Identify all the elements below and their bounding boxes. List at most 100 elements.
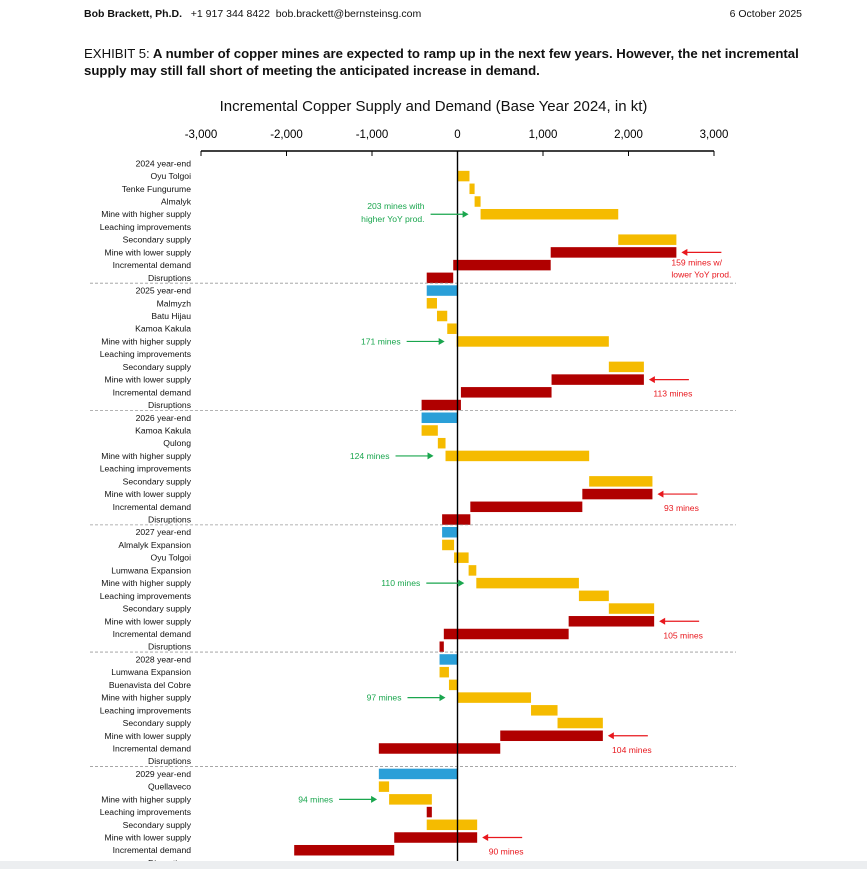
waterfall-bar xyxy=(453,259,551,271)
annotation-arrowhead xyxy=(659,617,666,625)
category-label: Secondary supply xyxy=(123,718,192,728)
category-label: Disruptions xyxy=(148,642,191,652)
chart-title: Incremental Copper Supply and Demand (Ba… xyxy=(219,98,648,115)
annotation-arrowhead xyxy=(458,579,465,587)
annotation-arrowhead xyxy=(439,694,446,702)
waterfall-bar xyxy=(457,170,470,182)
annotation-arrowhead xyxy=(648,376,655,384)
waterfall-bar xyxy=(378,768,458,780)
waterfall-bar xyxy=(394,832,478,843)
category-label: Oyu Tolgoi xyxy=(151,553,192,563)
annotation-arrowhead xyxy=(438,337,445,345)
annotation-arrowhead xyxy=(427,452,434,460)
category-label: Incremental demand xyxy=(113,260,192,270)
category-label: Lumwana Expansion xyxy=(111,667,191,677)
annotation-text: 90 mines xyxy=(489,847,524,857)
exhibit-label: EXHIBIT 5: xyxy=(84,46,150,61)
category-label: 2024 year-end xyxy=(136,158,192,168)
waterfall-bar xyxy=(426,298,437,309)
category-label: Mine with lower supply xyxy=(105,489,192,499)
waterfall-bar xyxy=(442,514,471,525)
exhibit-caption: EXHIBIT 5: A number of copper mines are … xyxy=(84,45,814,79)
waterfall-bar xyxy=(500,730,603,742)
category-label: Kamoa Kakula xyxy=(135,324,191,334)
annotation-text: 105 mines xyxy=(663,630,703,640)
waterfall-bar xyxy=(294,844,395,856)
category-label: Leaching improvements xyxy=(100,349,191,359)
category-label: 2027 year-end xyxy=(136,527,192,537)
author-name: Bob Brackett, Ph.D. xyxy=(84,8,183,20)
x-tick-label: -3,000 xyxy=(185,129,218,141)
annotation-text: 97 mines xyxy=(367,693,402,703)
annotation-text: 171 mines xyxy=(361,336,401,346)
x-tick-label: -1,000 xyxy=(356,129,389,141)
category-label: Mine with lower supply xyxy=(105,731,192,741)
category-label: Mine with higher supply xyxy=(101,451,192,461)
waterfall-bar xyxy=(568,616,655,627)
category-label: Secondary supply xyxy=(123,362,192,372)
waterfall-bar xyxy=(426,285,458,296)
waterfall-bar xyxy=(480,208,619,220)
report-header: Bob Brackett, Ph.D. +1 917 344 8422 bob.… xyxy=(84,8,421,20)
annotation-arrowhead xyxy=(681,248,688,256)
category-label: Leaching improvements xyxy=(100,705,191,715)
category-label: 2029 year-end xyxy=(136,769,192,779)
waterfall-bar xyxy=(469,183,475,195)
category-label: Secondary supply xyxy=(123,604,192,614)
category-label: Mine with higher supply xyxy=(101,693,192,703)
annotation-arrowhead xyxy=(482,834,489,842)
category-label: Batu Hijau xyxy=(151,311,191,321)
category-label: Leaching improvements xyxy=(100,222,191,232)
category-label: Disruptions xyxy=(148,756,191,766)
category-label: Incremental demand xyxy=(113,387,192,397)
waterfall-bar xyxy=(389,794,432,805)
category-label: Incremental demand xyxy=(113,743,192,753)
waterfall-bar xyxy=(578,590,609,602)
report-date: 6 October 2025 xyxy=(729,8,802,20)
category-label: Tenke Fungurume xyxy=(122,184,191,194)
category-label: Mine with lower supply xyxy=(105,833,192,843)
annotation-text: 104 mines xyxy=(612,745,652,755)
waterfall-bar xyxy=(437,437,446,449)
category-label: Mine with higher supply xyxy=(101,209,192,219)
waterfall-bar xyxy=(439,641,444,652)
waterfall-bar xyxy=(439,654,458,665)
category-label: Leaching improvements xyxy=(100,464,191,474)
waterfall-bar xyxy=(474,196,481,207)
category-label: Mine with higher supply xyxy=(101,578,192,588)
category-label: Mine with higher supply xyxy=(101,794,192,804)
waterfall-bar xyxy=(436,310,448,322)
annotation-text: 113 mines xyxy=(653,389,692,399)
waterfall-bar xyxy=(456,336,609,347)
category-label: Almalyk xyxy=(161,197,192,207)
waterfall-bar xyxy=(445,450,590,462)
waterfall-bar xyxy=(454,552,469,563)
waterfall-bar xyxy=(378,781,390,792)
waterfall-bar xyxy=(582,488,653,500)
waterfall-bar xyxy=(426,819,478,831)
waterfall-bar xyxy=(608,361,644,373)
waterfall-bar xyxy=(421,425,438,436)
category-label: Mine with lower supply xyxy=(105,375,192,385)
x-tick-label: 2,000 xyxy=(614,129,643,141)
category-label: Leaching improvements xyxy=(100,807,191,817)
annotation-text: 124 mines xyxy=(350,451,390,461)
waterfall-bar xyxy=(442,526,458,538)
waterfall-bar xyxy=(443,628,569,640)
waterfall-bar xyxy=(476,577,579,589)
x-tick-label: 0 xyxy=(454,129,460,141)
author-phone: +1 917 344 8422 xyxy=(190,8,270,20)
annotation-text: 110 mines xyxy=(381,578,420,588)
waterfall-bar xyxy=(426,272,454,284)
waterfall-bar xyxy=(421,412,458,424)
category-label: Disruptions xyxy=(148,273,191,283)
annotation-arrowhead xyxy=(657,490,664,498)
waterfall-bar xyxy=(608,603,655,614)
category-label: Disruptions xyxy=(148,515,191,525)
category-label: Incremental demand xyxy=(113,845,192,855)
author-email[interactable]: bob.brackett@bernsteinsg.com xyxy=(275,8,422,20)
waterfall-bar xyxy=(550,247,677,258)
category-label: Incremental demand xyxy=(113,502,192,512)
category-label: Secondary supply xyxy=(123,476,192,486)
